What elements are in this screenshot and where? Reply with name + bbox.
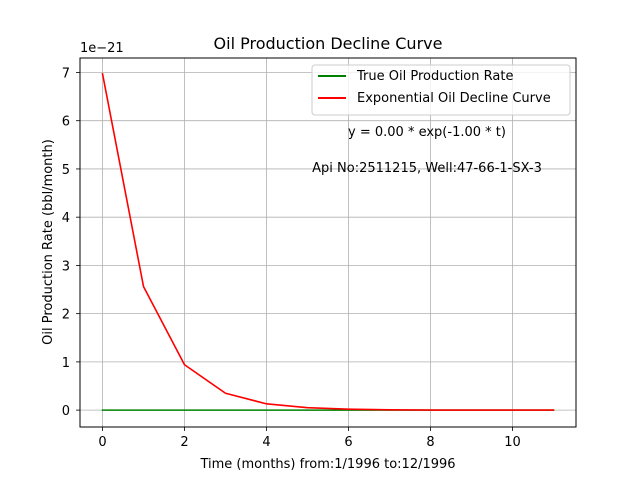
y-tick-label: 6	[62, 115, 70, 130]
y-offset-text: 1e−21	[80, 41, 124, 56]
legend: True Oil Production Rate Exponential Oil…	[311, 64, 571, 116]
y-tick-label: 5	[62, 163, 70, 178]
x-tick-label: 0	[98, 435, 106, 450]
x-tick-label: 2	[180, 435, 188, 450]
x-tick-label: 8	[426, 435, 434, 450]
axis-ticks: 0 2 4 6 8 10 0 1 2 3 4 5 6 7	[62, 66, 521, 450]
y-tick-label: 4	[62, 211, 70, 226]
y-tick-label: 3	[62, 259, 70, 274]
y-tick-label: 1	[62, 356, 70, 371]
series-lines	[101, 72, 555, 411]
chart-title: Oil Production Decline Curve	[214, 34, 443, 53]
well-annotation: Api No:2511215, Well:47-66-1-SX-3	[312, 161, 542, 176]
y-tick-label: 7	[62, 66, 70, 81]
y-tick-label: 0	[62, 404, 70, 419]
x-tick-label: 6	[344, 435, 352, 450]
x-tick-label: 4	[262, 435, 270, 450]
equation-annotation: y = 0.00 * exp(-1.00 * t)	[348, 125, 506, 140]
plot-frame	[79, 57, 577, 428]
legend-label-decline-curve: Exponential Oil Decline Curve	[357, 91, 551, 106]
exponential-decline-curve-line	[101, 72, 555, 411]
y-tick-label: 2	[62, 308, 70, 323]
x-tick-label: 10	[504, 435, 521, 450]
y-axis-label: Oil Production Rate (bbl/month)	[41, 139, 56, 345]
legend-box	[311, 64, 571, 116]
x-axis-label: Time (months) from:1/1996 to:12/1996	[199, 457, 455, 472]
legend-label-true-rate: True Oil Production Rate	[356, 69, 513, 84]
